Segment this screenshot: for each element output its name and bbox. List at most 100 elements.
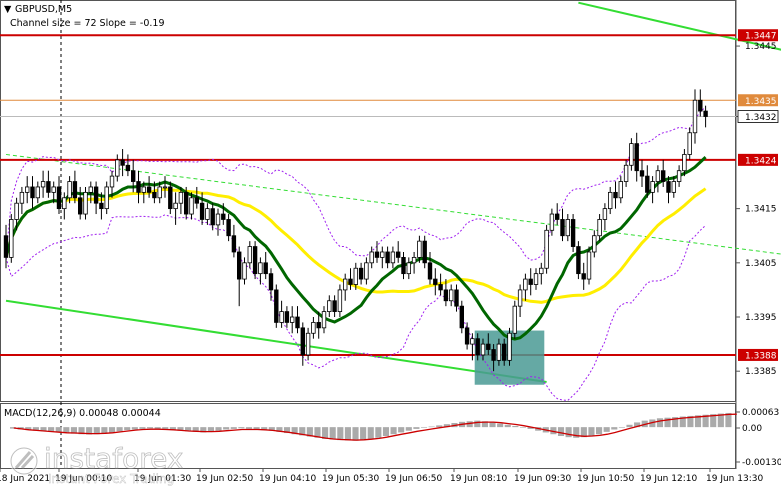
macd-bar xyxy=(664,417,671,428)
candle xyxy=(24,176,30,204)
candle-body xyxy=(682,154,687,172)
candle-body xyxy=(210,208,215,226)
x-tick-label: 18 Jun 2021 xyxy=(0,474,50,484)
candle-body xyxy=(427,262,433,280)
candle-body xyxy=(687,132,692,155)
candle-body xyxy=(236,251,242,280)
candle-body xyxy=(305,332,311,356)
x-tick-label: 19 Jun 08:10 xyxy=(450,474,507,484)
candle xyxy=(623,159,629,187)
candle xyxy=(448,284,454,307)
candle xyxy=(14,197,19,231)
candle xyxy=(78,186,83,220)
candle xyxy=(501,338,507,366)
candle xyxy=(491,344,496,372)
candle xyxy=(348,268,353,290)
candle xyxy=(342,273,348,301)
candle-body xyxy=(268,273,274,291)
candle-body xyxy=(56,186,62,210)
macd-bar xyxy=(93,427,100,435)
candle xyxy=(88,181,93,204)
candle-body xyxy=(555,213,560,220)
macd-bar xyxy=(314,427,321,438)
macd-bar xyxy=(283,427,291,434)
candle-body xyxy=(634,143,639,172)
candle-body xyxy=(157,186,162,199)
candle xyxy=(459,300,464,334)
macd-bar xyxy=(63,427,70,434)
candle-body xyxy=(417,240,422,258)
candle-body xyxy=(698,99,703,112)
candle xyxy=(252,241,258,280)
macd-bar xyxy=(215,427,222,431)
candle xyxy=(692,89,698,144)
candle xyxy=(284,306,290,328)
candle xyxy=(321,306,327,334)
candle-body xyxy=(507,332,512,361)
candle xyxy=(215,208,221,236)
candle-body xyxy=(592,235,597,253)
candle-body xyxy=(289,316,295,323)
candle xyxy=(486,333,491,355)
macd-bar xyxy=(504,424,511,428)
candle xyxy=(236,246,242,307)
candle xyxy=(555,203,560,225)
candle-body xyxy=(284,311,290,323)
header-dropdown-icon[interactable]: ▼ xyxy=(4,4,12,15)
macd-y-tick-label: -0.00130 xyxy=(742,458,781,468)
macd-bar xyxy=(344,427,351,441)
candle xyxy=(411,251,417,274)
macd-bar xyxy=(557,427,565,436)
candle-body xyxy=(422,240,427,264)
candle-body xyxy=(3,235,9,258)
y-tick-label: 1.3445 xyxy=(745,42,777,52)
candle-body xyxy=(300,327,305,356)
candle-body xyxy=(99,202,104,210)
candle xyxy=(62,192,67,220)
macd-bar xyxy=(725,412,732,428)
macd-bar xyxy=(474,420,481,428)
candle-body xyxy=(475,338,480,356)
candle-body xyxy=(51,186,56,193)
candle-body xyxy=(9,219,14,258)
candle-body xyxy=(623,164,629,182)
candle xyxy=(523,273,528,301)
macd-bar xyxy=(268,427,275,431)
macd-bar xyxy=(672,417,679,428)
candle xyxy=(570,214,576,252)
candle xyxy=(698,89,703,117)
candle-body xyxy=(692,99,698,134)
candle xyxy=(30,176,35,209)
macd-bar xyxy=(306,427,313,437)
candle-body xyxy=(464,327,470,345)
candle xyxy=(72,170,78,204)
candle-body xyxy=(639,170,645,177)
candle xyxy=(438,273,443,296)
candle xyxy=(152,181,157,204)
candle xyxy=(544,224,549,274)
candle xyxy=(422,235,427,269)
candle-body xyxy=(194,197,199,204)
macd-bar xyxy=(177,427,184,431)
macd-bar xyxy=(276,427,283,432)
candle xyxy=(427,251,433,285)
candle xyxy=(613,181,618,209)
candle-body xyxy=(369,251,374,264)
candle xyxy=(353,262,358,290)
candle-body xyxy=(629,143,634,166)
candle-body xyxy=(24,186,30,193)
candle xyxy=(189,192,194,220)
macd-bar xyxy=(200,427,207,433)
watermark-brand: instaforex xyxy=(44,442,183,475)
candle xyxy=(454,284,459,312)
candle xyxy=(3,224,9,269)
macd-bar xyxy=(185,427,192,432)
candle xyxy=(539,262,544,285)
candle xyxy=(380,246,385,269)
candle xyxy=(406,257,411,280)
level-badge xyxy=(738,153,778,166)
candle xyxy=(634,132,639,182)
candle-body xyxy=(395,251,401,258)
symbol-label: GBPUSD,M5 xyxy=(15,4,72,15)
